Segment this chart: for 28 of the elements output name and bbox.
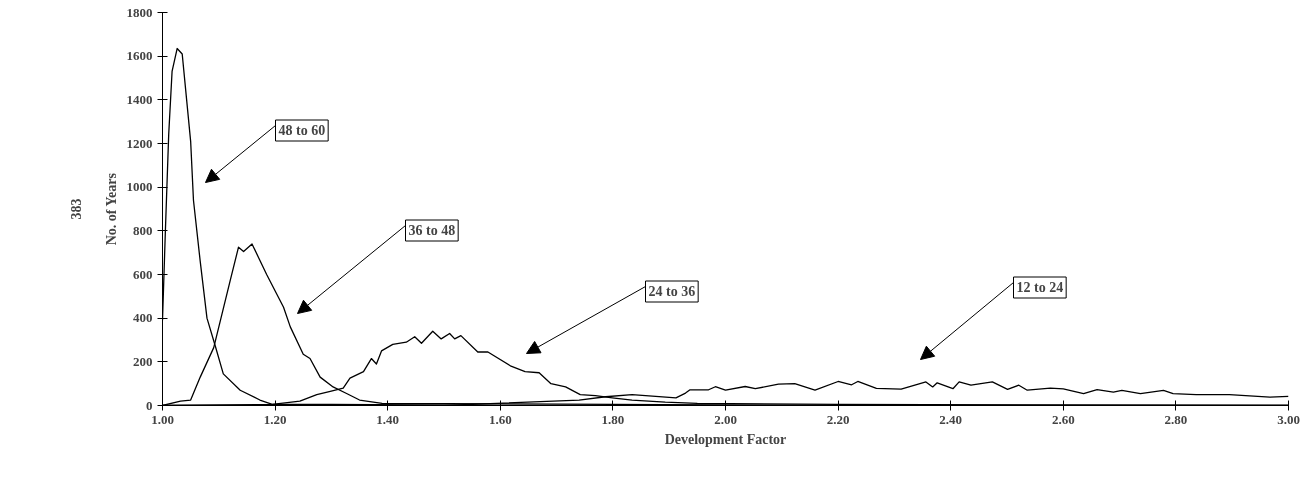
text: 24 to 36 — [648, 284, 696, 299]
text: 383 — [68, 198, 84, 220]
y-tick-label: 1200 — [126, 135, 153, 151]
x-tick-label: 2.80 — [1164, 411, 1188, 427]
x-axis-title: Development Factor — [664, 431, 787, 447]
y-tick-label: 1000 — [126, 179, 153, 195]
y-tick-label: 1800 — [126, 4, 153, 20]
y-axis-title: No. of Years — [103, 172, 119, 246]
y-tick-label: 0 — [146, 397, 153, 413]
x-tick-label: 2.20 — [826, 411, 850, 427]
y-tick-label: 800 — [133, 222, 153, 238]
x-tick-label: 3.00 — [1277, 411, 1300, 427]
text: 48 to 60 — [278, 123, 326, 138]
x-tick-label: 1.60 — [488, 411, 512, 427]
y-tick-label: 600 — [133, 266, 153, 282]
x-tick-label: 1.20 — [263, 411, 287, 427]
x-tick-label: 2.40 — [939, 411, 963, 427]
y-tick-label: 400 — [133, 310, 153, 326]
text: 36 to 48 — [408, 223, 456, 238]
y-tick-label: 1400 — [126, 91, 153, 107]
y-tick-label: 1600 — [126, 48, 153, 64]
y-tick-label: 200 — [133, 353, 153, 369]
x-tick-label: 1.00 — [151, 411, 174, 427]
text: 12 to 24 — [1016, 280, 1064, 295]
x-tick-label: 1.80 — [601, 411, 625, 427]
x-tick-label: 2.60 — [1051, 411, 1075, 427]
x-tick-label: 2.00 — [714, 411, 737, 427]
x-tick-label: 1.40 — [376, 411, 400, 427]
